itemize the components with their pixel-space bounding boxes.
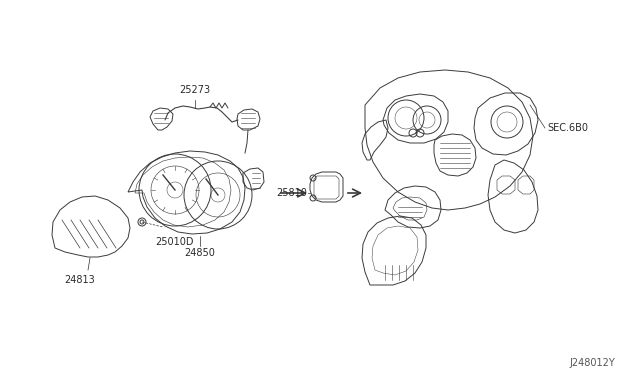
Text: 24850: 24850 xyxy=(184,248,216,258)
Text: J248012Y: J248012Y xyxy=(569,358,615,368)
Text: 25273: 25273 xyxy=(179,85,211,95)
Text: SEC.6B0: SEC.6B0 xyxy=(547,123,588,133)
Text: 25010D: 25010D xyxy=(155,237,193,247)
Text: 25810: 25810 xyxy=(276,188,307,198)
Text: 24813: 24813 xyxy=(65,275,95,285)
